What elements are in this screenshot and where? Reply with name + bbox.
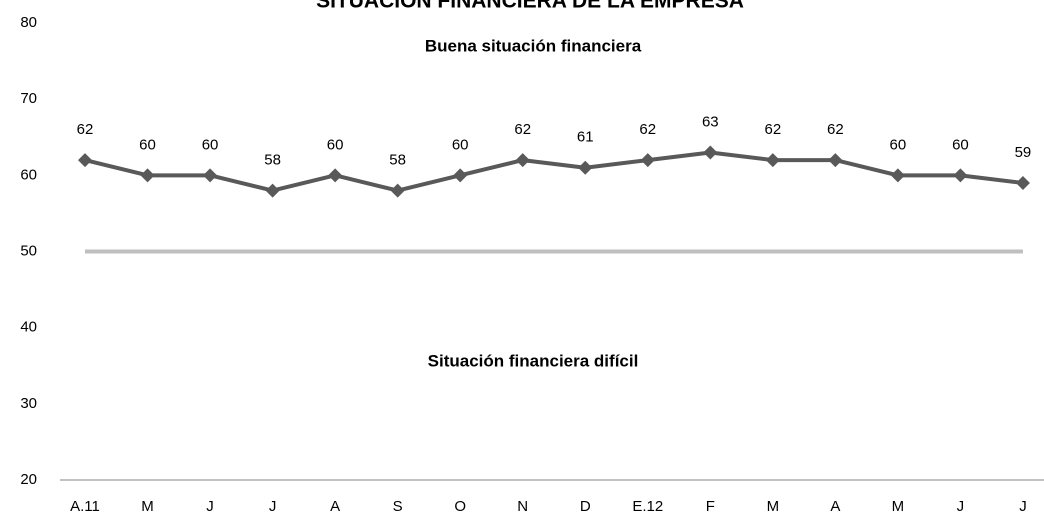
marker [265, 183, 280, 198]
marker [328, 168, 343, 183]
marker [640, 153, 655, 168]
data-label: 62 [77, 121, 94, 138]
data-label: 60 [452, 136, 469, 153]
data-label: 60 [890, 136, 907, 153]
x-tick-label: M [892, 498, 905, 515]
x-tick-label: J [957, 498, 965, 515]
marker [140, 168, 155, 183]
x-tick-label: A [830, 498, 840, 515]
data-label: 61 [577, 129, 594, 146]
y-tick-label: 40 [20, 319, 37, 336]
data-label: 62 [514, 121, 531, 138]
marker [515, 153, 530, 168]
y-tick-label: 50 [20, 242, 37, 259]
x-tick-label: A.11 [70, 498, 100, 515]
series-line [84, 150, 1024, 193]
marker [578, 160, 593, 175]
marker [390, 183, 405, 198]
marker [953, 168, 968, 183]
marker [78, 153, 92, 168]
marker [765, 153, 780, 168]
x-tick-label: A [330, 498, 340, 515]
annotation: Situación financiera difícil [428, 351, 639, 370]
data-label: 60 [139, 136, 156, 153]
marker [453, 168, 468, 183]
y-tick-label: 70 [20, 90, 37, 107]
data-label: 58 [389, 152, 406, 169]
x-tick-label: N [517, 498, 528, 515]
marker [203, 168, 218, 183]
x-tick-label: E.12 [632, 498, 663, 515]
marker [828, 153, 843, 168]
x-tick-label: J [269, 498, 277, 515]
data-label: 60 [202, 136, 219, 153]
x-tick-label: S [393, 498, 403, 515]
chart-title: SITUACIÓN FINANCIERA DE LA EMPRESA [316, 0, 744, 13]
marker [890, 168, 905, 183]
data-label: 63 [702, 113, 719, 130]
data-label: 60 [327, 136, 344, 153]
marker [703, 145, 718, 160]
y-tick-label: 20 [20, 471, 37, 488]
y-tick-label: 30 [20, 395, 37, 412]
x-tick-label: O [454, 498, 466, 515]
marker [1015, 175, 1030, 190]
x-tick-label: F [706, 498, 715, 515]
x-tick-label: J [206, 498, 214, 515]
y-tick-label: 60 [20, 166, 37, 183]
x-tick-label: M [767, 498, 780, 515]
x-tick-label: M [141, 498, 154, 515]
y-tick-label: 80 [20, 14, 37, 31]
x-tick-label: D [580, 498, 591, 515]
data-label: 62 [764, 121, 781, 138]
data-label: 58 [264, 152, 281, 169]
data-label: 59 [1015, 144, 1032, 161]
data-label: 60 [952, 136, 969, 153]
x-tick-label: J [1019, 498, 1027, 515]
data-label: 62 [827, 121, 844, 138]
data-label: 62 [639, 121, 656, 138]
annotation: Buena situación financiera [425, 36, 642, 55]
